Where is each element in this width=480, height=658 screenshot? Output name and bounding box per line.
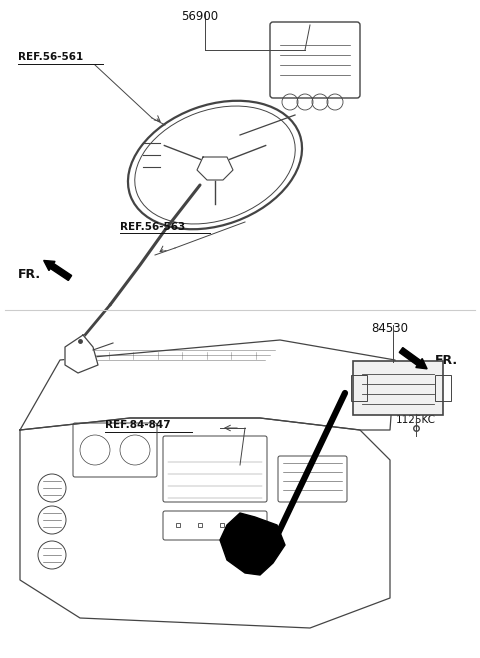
Polygon shape [65,335,98,373]
Text: REF.56-563: REF.56-563 [120,222,185,232]
Text: 84530: 84530 [372,322,408,335]
FancyBboxPatch shape [353,361,443,415]
Polygon shape [197,157,233,180]
Polygon shape [220,513,285,575]
FancyArrow shape [399,347,427,369]
Text: REF.56-561: REF.56-561 [18,52,83,62]
Text: 1125KC: 1125KC [396,415,436,425]
Text: 56900: 56900 [181,10,218,23]
Text: REF.84-847: REF.84-847 [105,420,170,430]
FancyArrow shape [44,261,72,280]
Text: FR.: FR. [435,354,458,367]
Text: FR.: FR. [18,268,41,281]
